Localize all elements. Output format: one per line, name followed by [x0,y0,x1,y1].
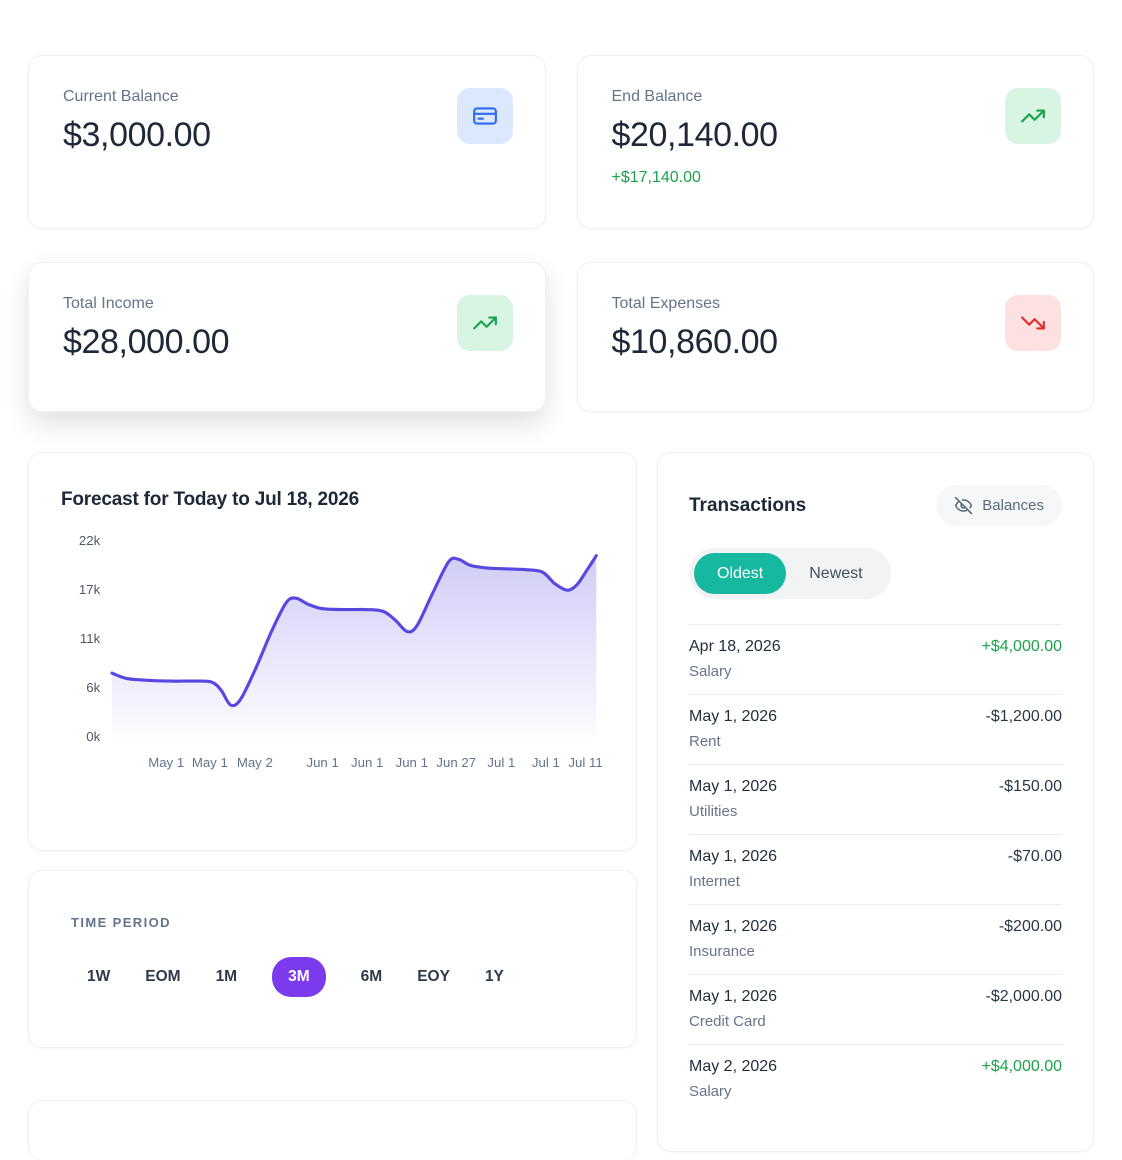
x-axis-tick: Jul 11 [568,755,602,770]
x-axis-tick: May 1 [148,755,184,770]
time-period-heading: TIME PERIOD [71,915,171,930]
toggle-balances-label: Balances [982,497,1044,514]
transaction-row[interactable]: May 1, 2026 -$150.00 Utilities [689,764,1062,834]
transaction-amount: +$4,000.00 [981,1058,1062,1076]
time-period-card: TIME PERIOD 1W EOM 1M 3M 6M EOY 1Y [28,870,637,1048]
toggle-balances-button[interactable]: Balances [936,485,1062,526]
transactions-header: Transactions Balances [689,485,1062,526]
time-period-options: 1W EOM 1M 3M 6M EOY 1Y [87,957,594,997]
time-period-button-eoy[interactable]: EOY [417,968,450,985]
partial-card [28,1100,637,1160]
transaction-category: Rent [689,733,721,751]
end-balance-delta: +$17,140.00 [611,169,701,186]
transaction-row[interactable]: May 1, 2026 -$70.00 Internet [689,834,1062,904]
y-axis-tick: 11k [80,631,101,646]
transaction-date: May 1, 2026 [689,918,778,936]
y-axis-tick: 22k [79,533,101,548]
end-balance-card: End Balance $20,140.00 +$17,140.00 [576,55,1094,229]
sort-oldest-button[interactable]: Oldest [694,553,787,595]
transactions-title: Transactions [689,494,807,516]
transaction-row[interactable]: May 1, 2026 -$200.00 Insurance [689,904,1062,974]
transaction-category: Insurance [689,943,755,961]
time-period-button-3m[interactable]: 3M [272,957,326,997]
transaction-row[interactable]: May 2, 2026 +$4,000.00 Salary [689,1044,1062,1114]
transaction-category: Internet [689,873,740,891]
forecast-title: Forecast for Today to Jul 18, 2026 [61,489,360,510]
transaction-category: Salary [689,1083,732,1101]
transaction-list: Apr 18, 2026 +$4,000.00 Salary May 1, 2026 -… [689,624,1062,1114]
transaction-date: Apr 18, 2026 [689,638,781,656]
forecast-card: Forecast for Today to Jul 18, 2026 22k 17… [28,452,637,851]
transaction-amount: -$70.00 [1007,848,1062,866]
eye-off-icon [954,496,973,515]
total-expenses-value: $10,860.00 [611,323,779,361]
time-period-button-eom[interactable]: EOM [145,968,181,985]
left-column: Forecast for Today to Jul 18, 2026 22k 17… [28,452,637,1160]
transactions-card: Transactions Balances Oldest Newest Apr 1… [657,452,1094,1152]
main-area: Forecast for Today to Jul 18, 2026 22k 17… [28,452,1094,1160]
transaction-date: May 2, 2026 [689,1058,778,1076]
x-axis-tick: Jun 27 [436,755,476,770]
time-period-button-1y[interactable]: 1Y [484,968,504,985]
transaction-date: May 1, 2026 [689,988,778,1006]
total-expenses-card: Total Expenses $10,860.00 [576,262,1094,412]
current-balance-value: $3,000.00 [63,116,211,154]
trending-up-icon [456,295,513,351]
x-axis-tick: Jun 1 [396,755,428,770]
transaction-amount: -$1,200.00 [985,708,1062,726]
x-axis-tick: Jul 1 [487,755,515,770]
transaction-category: Credit Card [689,1013,766,1031]
total-income-value: $28,000.00 [63,323,230,361]
y-axis-tick: 6k [86,680,100,695]
current-balance-label: Current Balance [63,88,179,105]
end-balance-label: End Balance [611,88,703,105]
total-income-label: Total Income [63,295,154,312]
transaction-row[interactable]: May 1, 2026 -$2,000.00 Credit Card [689,974,1062,1044]
transaction-row[interactable]: May 1, 2026 -$1,200.00 Rent [689,694,1062,764]
y-axis-tick: 17k [79,582,101,597]
transaction-category: Salary [689,663,732,681]
time-period-button-1m[interactable]: 1M [215,968,238,985]
sort-segmented-control: Oldest Newest [689,548,891,600]
y-axis-tick: 0k [86,729,100,744]
total-expenses-label: Total Expenses [611,295,721,312]
transaction-date: May 1, 2026 [689,848,778,866]
total-income-card: Total Income $28,000.00 [28,262,546,412]
x-axis-tick: May 2 [237,755,273,770]
transaction-amount: -$150.00 [998,778,1062,796]
transaction-amount: +$4,000.00 [981,638,1062,656]
time-period-button-6m[interactable]: 6M [360,968,383,985]
transaction-category: Utilities [689,803,738,821]
transaction-amount: -$200.00 [998,918,1062,936]
transaction-row[interactable]: Apr 18, 2026 +$4,000.00 Salary [689,624,1062,694]
transaction-amount: -$2,000.00 [985,988,1062,1006]
transaction-date: May 1, 2026 [689,708,778,726]
trending-down-icon [1005,295,1061,351]
end-balance-value: $20,140.00 [611,116,779,154]
current-balance-card: Current Balance $3,000.00 [28,55,546,229]
time-period-button-1w[interactable]: 1W [87,968,111,985]
trending-up-icon [1005,88,1061,144]
x-axis-tick: May 1 [192,755,228,770]
forecast-area-chart: 22k 17k 11k 6k 0k May 1 May 1 May 2 Jun 1 Jun 1 Ju… [79,533,603,770]
x-axis-tick: Jun 1 [351,755,383,770]
summary-cards: Current Balance $3,000.00 End Balance $2… [28,55,1094,412]
x-axis-tick: Jul 1 [532,755,560,770]
transaction-date: May 1, 2026 [689,778,778,796]
credit-card-icon [456,88,513,144]
x-axis-tick: Jun 1 [306,755,338,770]
sort-newest-button[interactable]: Newest [786,553,885,594]
